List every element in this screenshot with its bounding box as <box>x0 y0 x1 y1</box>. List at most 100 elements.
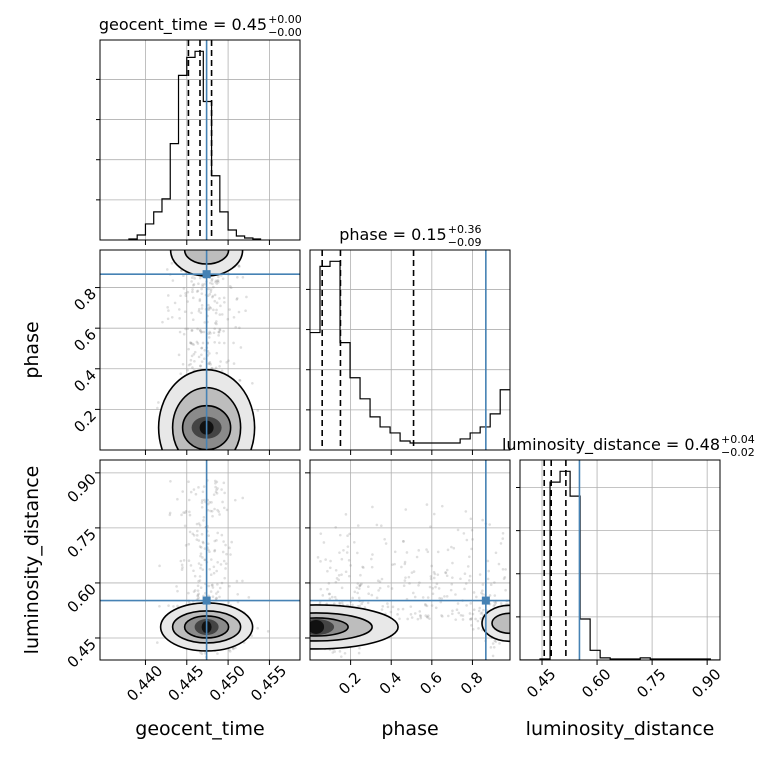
sample-point <box>212 285 215 289</box>
sample-point <box>216 590 220 594</box>
sample-point <box>402 584 406 587</box>
sample-point <box>340 586 344 590</box>
sample-point <box>206 542 210 546</box>
sample-point <box>470 624 473 627</box>
sample-point <box>179 559 183 563</box>
sample-point <box>219 563 223 566</box>
sample-point <box>358 587 361 590</box>
sample-point <box>200 287 203 291</box>
sample-point <box>340 601 344 604</box>
sample-point <box>219 360 222 363</box>
sample-point <box>418 610 422 613</box>
sample-point <box>416 617 420 621</box>
sample-point <box>434 585 437 589</box>
y-tick-label: 0.75 <box>64 525 100 561</box>
y-tick-label: 0.60 <box>64 580 100 616</box>
sample-point <box>456 602 460 605</box>
sample-point <box>215 488 218 492</box>
sample-point <box>413 612 417 615</box>
y-tick-label: 0.6 <box>70 325 100 355</box>
sample-point <box>187 480 190 484</box>
sample-point <box>208 281 212 285</box>
sample-point <box>429 525 432 528</box>
sample-point <box>465 604 468 607</box>
sample-point <box>247 596 251 599</box>
sample-point <box>183 310 187 314</box>
sample-point <box>200 307 204 310</box>
sample-point <box>208 362 211 365</box>
sample-point <box>189 341 193 345</box>
hist-bin <box>450 443 460 450</box>
sample-point <box>195 340 199 344</box>
sample-point <box>498 642 501 645</box>
sample-point <box>194 492 198 496</box>
sample-point <box>171 279 175 282</box>
sample-point <box>156 641 159 644</box>
x-tick-label: 0.2 <box>335 668 365 698</box>
sample-point <box>481 589 484 592</box>
sample-point <box>209 290 213 293</box>
sample-point <box>198 299 202 303</box>
sample-point <box>211 294 215 298</box>
sample-point <box>376 579 380 583</box>
contour-level <box>491 612 510 635</box>
sample-point <box>218 586 222 590</box>
sample-point <box>210 277 214 281</box>
sample-point <box>451 576 454 579</box>
sample-point <box>213 299 217 303</box>
hist-bin <box>162 199 170 240</box>
sample-point <box>421 596 425 599</box>
sample-point <box>424 614 428 617</box>
sample-point <box>333 595 337 599</box>
sample-point <box>482 608 485 612</box>
panel-hist-geocent_time: geocent_time = 0.45 +0.00−0.00 <box>96 13 302 241</box>
sample-point <box>184 544 188 547</box>
sample-point <box>340 557 344 561</box>
sample-point <box>218 297 221 300</box>
sample-point <box>158 604 161 608</box>
sample-point <box>351 603 354 607</box>
sample-point <box>207 308 211 312</box>
panel-frame <box>99 39 301 241</box>
sample-point <box>197 522 201 525</box>
sample-point <box>189 358 193 362</box>
sample-point <box>393 562 396 566</box>
sample-point <box>459 577 462 581</box>
sample-point <box>236 276 239 279</box>
sample-point <box>403 562 407 566</box>
sample-point <box>437 587 441 590</box>
y-tick-label: 0.90 <box>64 470 100 506</box>
sample-point <box>220 533 224 537</box>
sample-point <box>366 601 370 605</box>
sample-point <box>256 626 259 630</box>
hist-title-minus: −0.09 <box>448 236 482 249</box>
sample-point <box>196 342 200 345</box>
sample-point <box>446 548 450 552</box>
sample-point <box>429 575 433 578</box>
hist-bin <box>410 443 420 450</box>
sample-point <box>450 545 453 549</box>
sample-point <box>228 650 232 653</box>
sample-point <box>426 596 430 599</box>
sample-point <box>192 534 196 537</box>
sample-point <box>377 589 380 592</box>
sample-point <box>419 616 423 620</box>
sample-point <box>454 593 457 596</box>
sample-point <box>211 282 214 286</box>
sample-point <box>226 317 230 321</box>
sample-point <box>209 306 213 310</box>
sample-point <box>187 542 191 546</box>
sample-point <box>435 582 439 586</box>
sample-point <box>193 277 196 280</box>
sample-point <box>358 646 361 650</box>
sample-point <box>209 332 212 335</box>
sample-point <box>199 546 203 549</box>
sample-point <box>327 581 331 585</box>
sample-point <box>428 585 432 589</box>
sample-point <box>213 293 217 297</box>
sample-point <box>356 582 360 585</box>
sample-point <box>212 308 215 312</box>
sample-point <box>219 304 222 308</box>
sample-point <box>196 529 199 533</box>
hist-bin <box>137 235 145 240</box>
